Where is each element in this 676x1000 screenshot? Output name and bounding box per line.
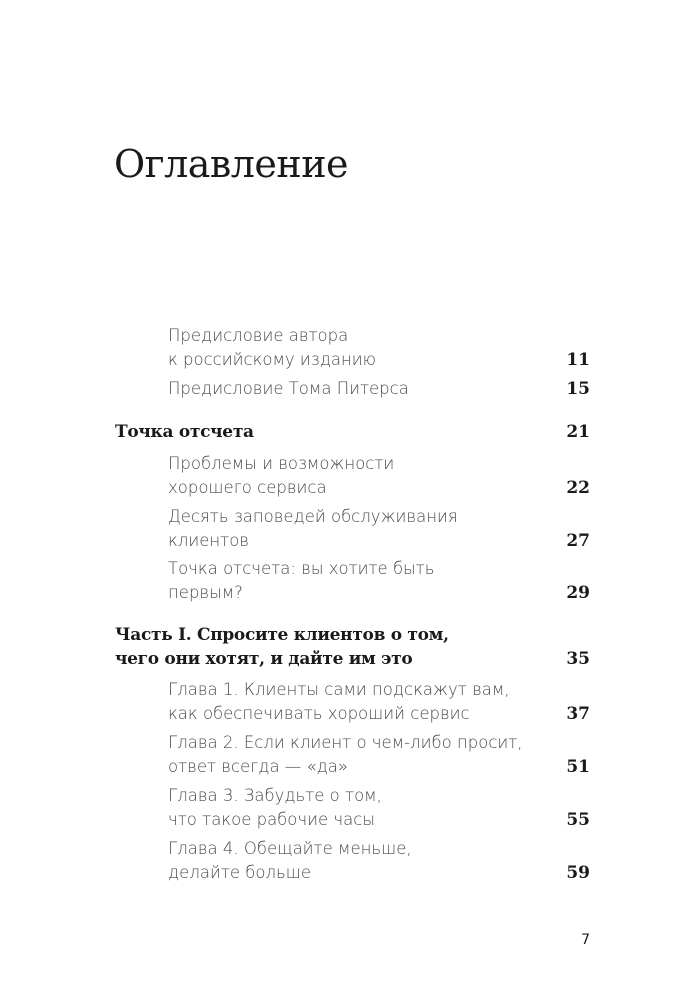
toc-entry-page: 29 [566, 583, 590, 603]
page-title: Оглавление [114, 142, 349, 186]
toc-entry-page: 21 [566, 422, 590, 442]
toc-entry-title: Предисловие автора к российскому изданию [168, 324, 376, 372]
toc-entry-page: 37 [566, 704, 590, 724]
toc-entry-line: что такое рабочие часы [168, 810, 375, 829]
toc-entry-line: делайте больше [168, 863, 312, 882]
toc-entry-line: Предисловие автора [168, 326, 349, 345]
toc-entry-line: клиентов [168, 531, 249, 550]
toc-entry-title: Проблемы и возможности хорошего сервиса [168, 452, 394, 500]
toc-entry-line: первым? [168, 583, 243, 602]
toc-entry-title: Глава 4. Обещайте меньше, делайте больше [168, 837, 412, 885]
toc-entry-line: Точка отсчета: вы хотите быть [168, 559, 435, 578]
toc-entry-page: 59 [566, 863, 590, 883]
toc-entry-title: Глава 3. Забудьте о том, что такое рабочи… [168, 784, 382, 832]
toc-entry-title: Точка отсчета [115, 420, 254, 444]
toc-entry-title: Часть I. Спросите клиентов о том, чего он… [115, 623, 449, 671]
toc-entry-page: 35 [566, 649, 590, 669]
toc-entry-line: Глава 1. Клиенты сами подскажут вам, [168, 680, 510, 699]
toc-entry-title: Глава 2. Если клиент о чем-либо просит, о… [168, 731, 523, 779]
toc-entry-line: Глава 2. Если клиент о чем-либо просит, [168, 733, 523, 752]
toc-entry-title: Точка отсчета: вы хотите быть первым? [168, 557, 434, 605]
toc-entry-title: Десять заповедей обслуживания клиентов [168, 505, 458, 553]
toc-entry-page: 27 [566, 531, 590, 551]
toc-entry-page: 51 [566, 757, 590, 777]
toc-entry-line: как обеспечивать хороший сервис [168, 704, 470, 723]
toc-entry-line: Предисловие Тома Питерса [168, 379, 409, 398]
toc-entry-line: Точка отсчета [115, 422, 254, 442]
toc-entry-page: 11 [566, 350, 590, 370]
toc-entry-title: Глава 1. Клиенты сами подскажут вам, как … [168, 678, 510, 726]
toc-entry-line: ответ всегда — «да» [168, 757, 349, 776]
toc-entry-line: Проблемы и возможности [168, 454, 395, 473]
toc-entry-line: хорошего сервиса [168, 478, 327, 497]
toc-entry-page: 22 [566, 478, 590, 498]
toc-entry-line: к российскому изданию [168, 350, 377, 369]
toc-entry-line: Часть I. Спросите клиентов о том, [115, 625, 449, 645]
toc-entry-page: 55 [566, 810, 590, 830]
toc-entry-title: Предисловие Тома Питерса [168, 377, 409, 401]
toc-entry-line: Глава 3. Забудьте о том, [168, 786, 382, 805]
toc-entry-line: Десять заповедей обслуживания [168, 507, 458, 526]
toc-entry-line: чего они хотят, и дайте им это [115, 649, 413, 669]
toc-entry-line: Глава 4. Обещайте меньше, [168, 839, 412, 858]
page-number: 7 [581, 932, 590, 948]
toc-entry-page: 15 [566, 379, 590, 399]
